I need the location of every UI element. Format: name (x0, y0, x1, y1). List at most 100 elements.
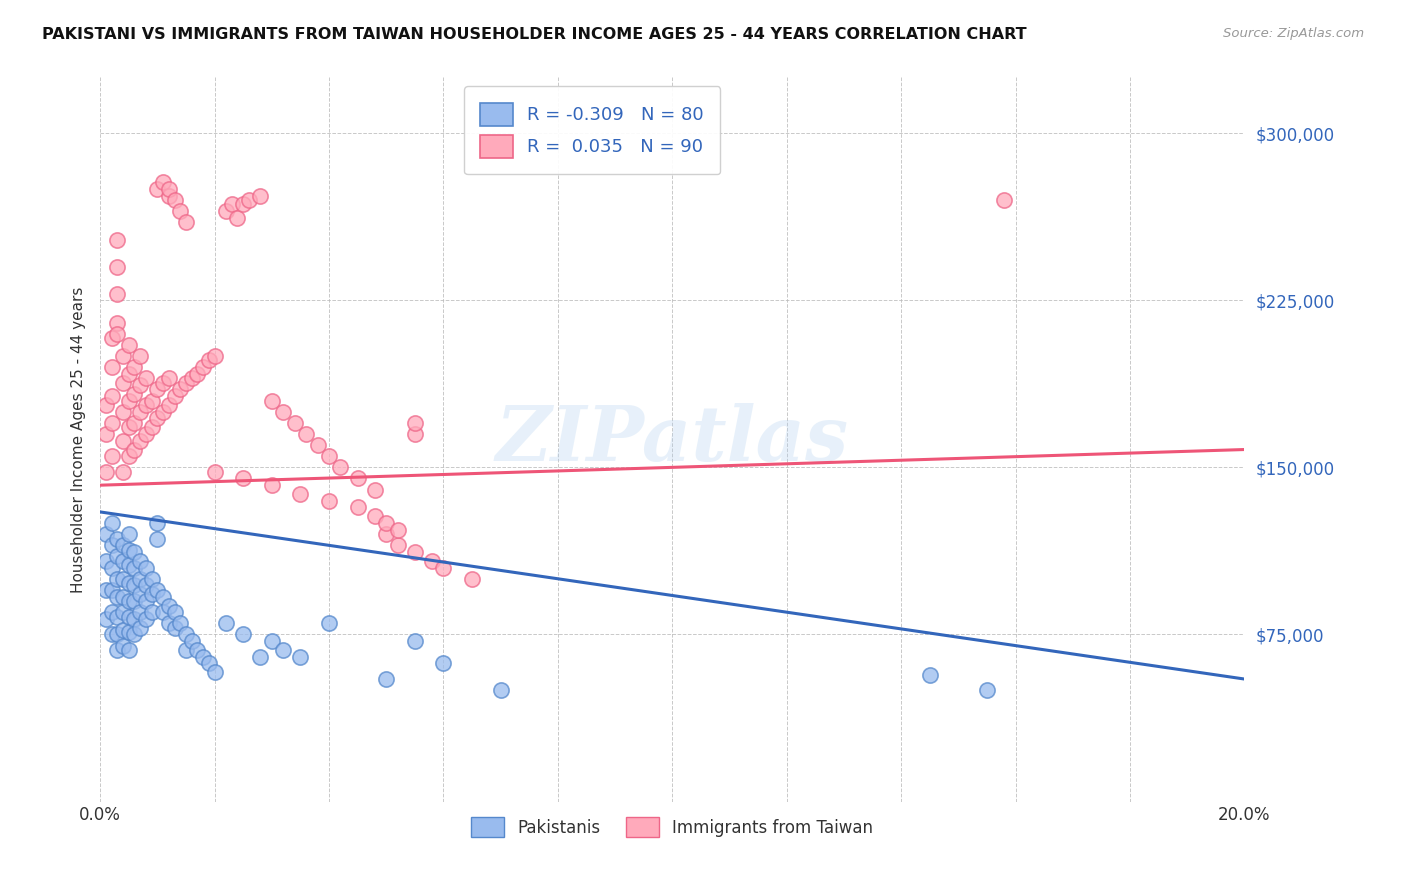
Point (94, 582, 117, 597)
Point (100, 389, 122, 403)
Point (94, 426, 117, 441)
Point (157, 398, 180, 412)
Point (387, 538, 409, 552)
Point (118, 594, 141, 608)
Point (129, 587, 152, 601)
Point (141, 587, 163, 601)
Point (124, 594, 146, 608)
Point (152, 376, 174, 390)
Point (94, 527, 117, 541)
Point (364, 483, 387, 497)
Point (105, 326, 128, 341)
Point (157, 188, 180, 202)
Point (290, 649, 312, 664)
Point (186, 643, 208, 657)
Point (129, 378, 152, 392)
Point (191, 649, 214, 664)
Point (232, 471, 254, 485)
Text: PAKISTANI VS IMMIGRANTS FROM TAIWAN HOUSEHOLDER INCOME AGES 25 - 44 YEARS CORREL: PAKISTANI VS IMMIGRANTS FROM TAIWAN HOUS… (42, 27, 1026, 42)
Point (111, 639, 134, 653)
Point (129, 572, 152, 586)
Point (375, 527, 398, 541)
Point (118, 338, 141, 352)
Point (226, 211, 249, 225)
Point (141, 572, 163, 586)
Point (198, 657, 221, 671)
Point (129, 605, 152, 619)
Point (118, 542, 141, 557)
Point (146, 582, 169, 597)
Point (489, 683, 512, 698)
Point (141, 605, 163, 619)
Point (100, 582, 122, 597)
Point (191, 360, 214, 375)
Point (118, 558, 141, 573)
Point (364, 509, 387, 524)
Point (111, 465, 134, 479)
Point (111, 404, 134, 418)
Point (204, 665, 226, 680)
Point (124, 578, 146, 592)
Point (260, 478, 283, 492)
Point (295, 426, 318, 441)
Point (118, 449, 141, 463)
Point (135, 560, 157, 574)
Point (215, 204, 238, 219)
Point (111, 623, 134, 637)
Point (284, 416, 307, 430)
Point (260, 634, 283, 648)
Point (174, 627, 197, 641)
Point (105, 643, 128, 657)
Point (271, 643, 294, 657)
Point (94, 554, 117, 568)
Point (249, 649, 271, 664)
Point (100, 538, 122, 552)
Point (232, 627, 254, 641)
Point (432, 657, 454, 671)
Point (105, 627, 128, 641)
Point (124, 612, 146, 626)
Point (100, 516, 122, 530)
Point (420, 554, 443, 568)
Point (461, 572, 484, 586)
Point (260, 393, 283, 408)
Point (111, 554, 134, 568)
Point (157, 371, 180, 385)
Point (118, 609, 141, 624)
Point (174, 643, 197, 657)
Point (152, 605, 174, 619)
Point (152, 404, 174, 418)
Point (124, 442, 146, 457)
Point (157, 182, 180, 196)
Point (118, 576, 141, 591)
Point (152, 175, 174, 189)
Point (118, 393, 141, 408)
Point (404, 426, 426, 441)
Point (105, 233, 128, 247)
Point (290, 487, 312, 501)
Point (174, 376, 197, 390)
Point (94, 398, 117, 412)
Point (100, 560, 122, 574)
Point (135, 426, 157, 441)
Point (375, 672, 398, 686)
Point (146, 516, 169, 530)
Point (135, 612, 157, 626)
Point (387, 523, 409, 537)
Point (111, 572, 134, 586)
Point (163, 193, 186, 207)
Point (141, 393, 163, 408)
Point (111, 590, 134, 604)
Point (111, 349, 134, 363)
Point (163, 605, 186, 619)
Point (249, 188, 271, 202)
Point (146, 182, 169, 196)
Point (94, 612, 117, 626)
Point (232, 197, 254, 211)
Point (135, 578, 157, 592)
Point (111, 434, 134, 448)
Point (180, 634, 202, 648)
Point (346, 471, 368, 485)
Point (146, 411, 169, 425)
Point (124, 360, 146, 375)
